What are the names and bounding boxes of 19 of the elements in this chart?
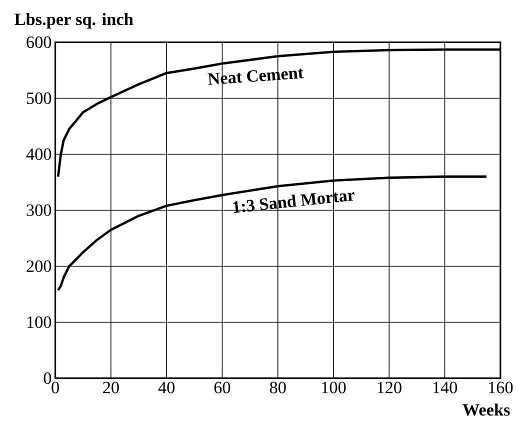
y-tick-label: 200 [26,260,52,272]
x-tick-label: 120 [378,382,402,394]
x-tick-label: 100 [322,382,346,394]
y-tick-label: 100 [27,316,52,328]
x-tick-label: 160 [489,382,513,394]
x-tick-label: 60 [214,382,230,394]
x-tick-label: 140 [433,382,458,394]
x-tick-label: 20 [103,382,119,394]
x-tick-label: 80 [270,382,286,394]
y-tick-label: 600 [26,36,52,48]
x-tick-label: 0 [52,382,59,394]
x-tick-label: 40 [158,382,175,394]
series-label: Neat Cement [208,68,304,85]
y-tick-label: 500 [26,92,52,104]
y-tick-label: 0 [44,372,52,384]
x-axis-title: Weeks [462,403,510,416]
y-tick-label: 400 [26,148,52,160]
y-tick-label: 300 [26,204,52,216]
y-axis-title: Lbs.per sq. inch [14,12,134,29]
